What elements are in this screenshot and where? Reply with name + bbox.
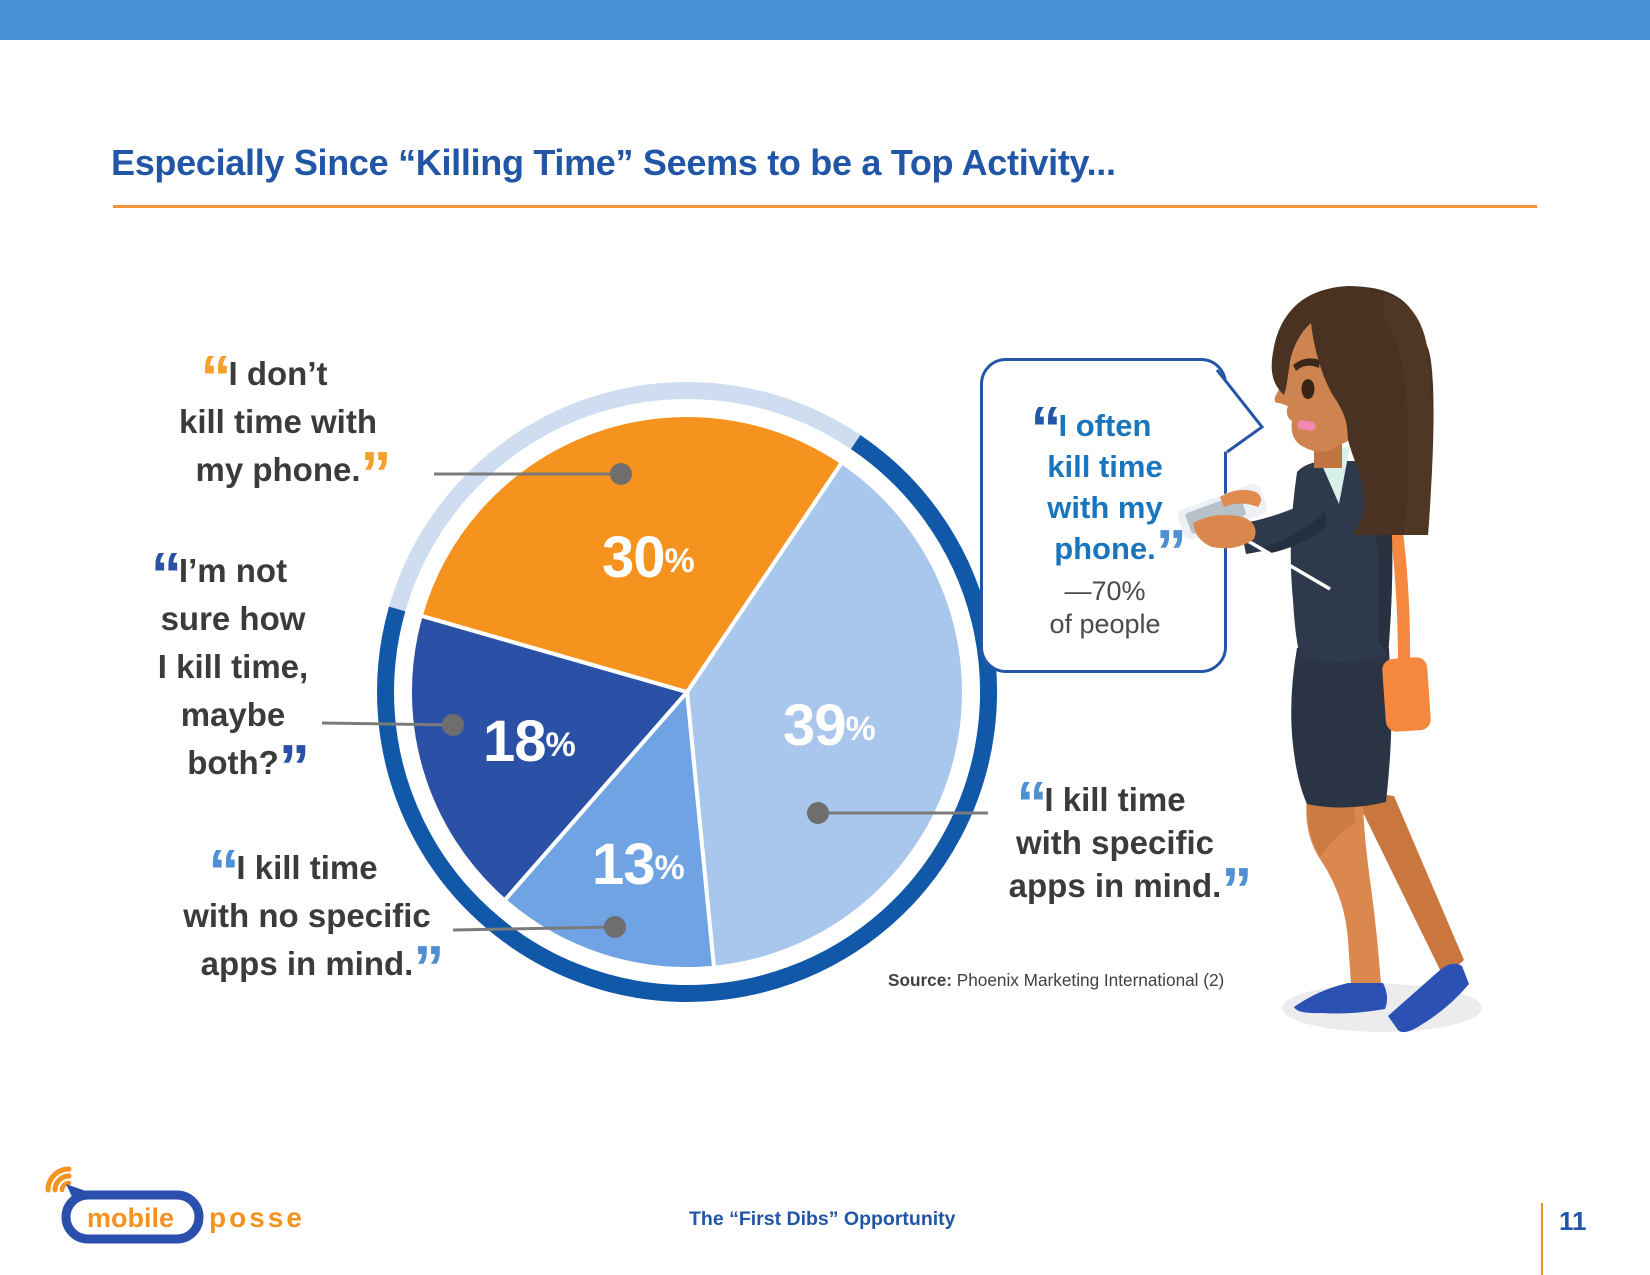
- svg-text:posse: posse: [209, 1202, 305, 1233]
- svg-text:mobile: mobile: [87, 1203, 174, 1233]
